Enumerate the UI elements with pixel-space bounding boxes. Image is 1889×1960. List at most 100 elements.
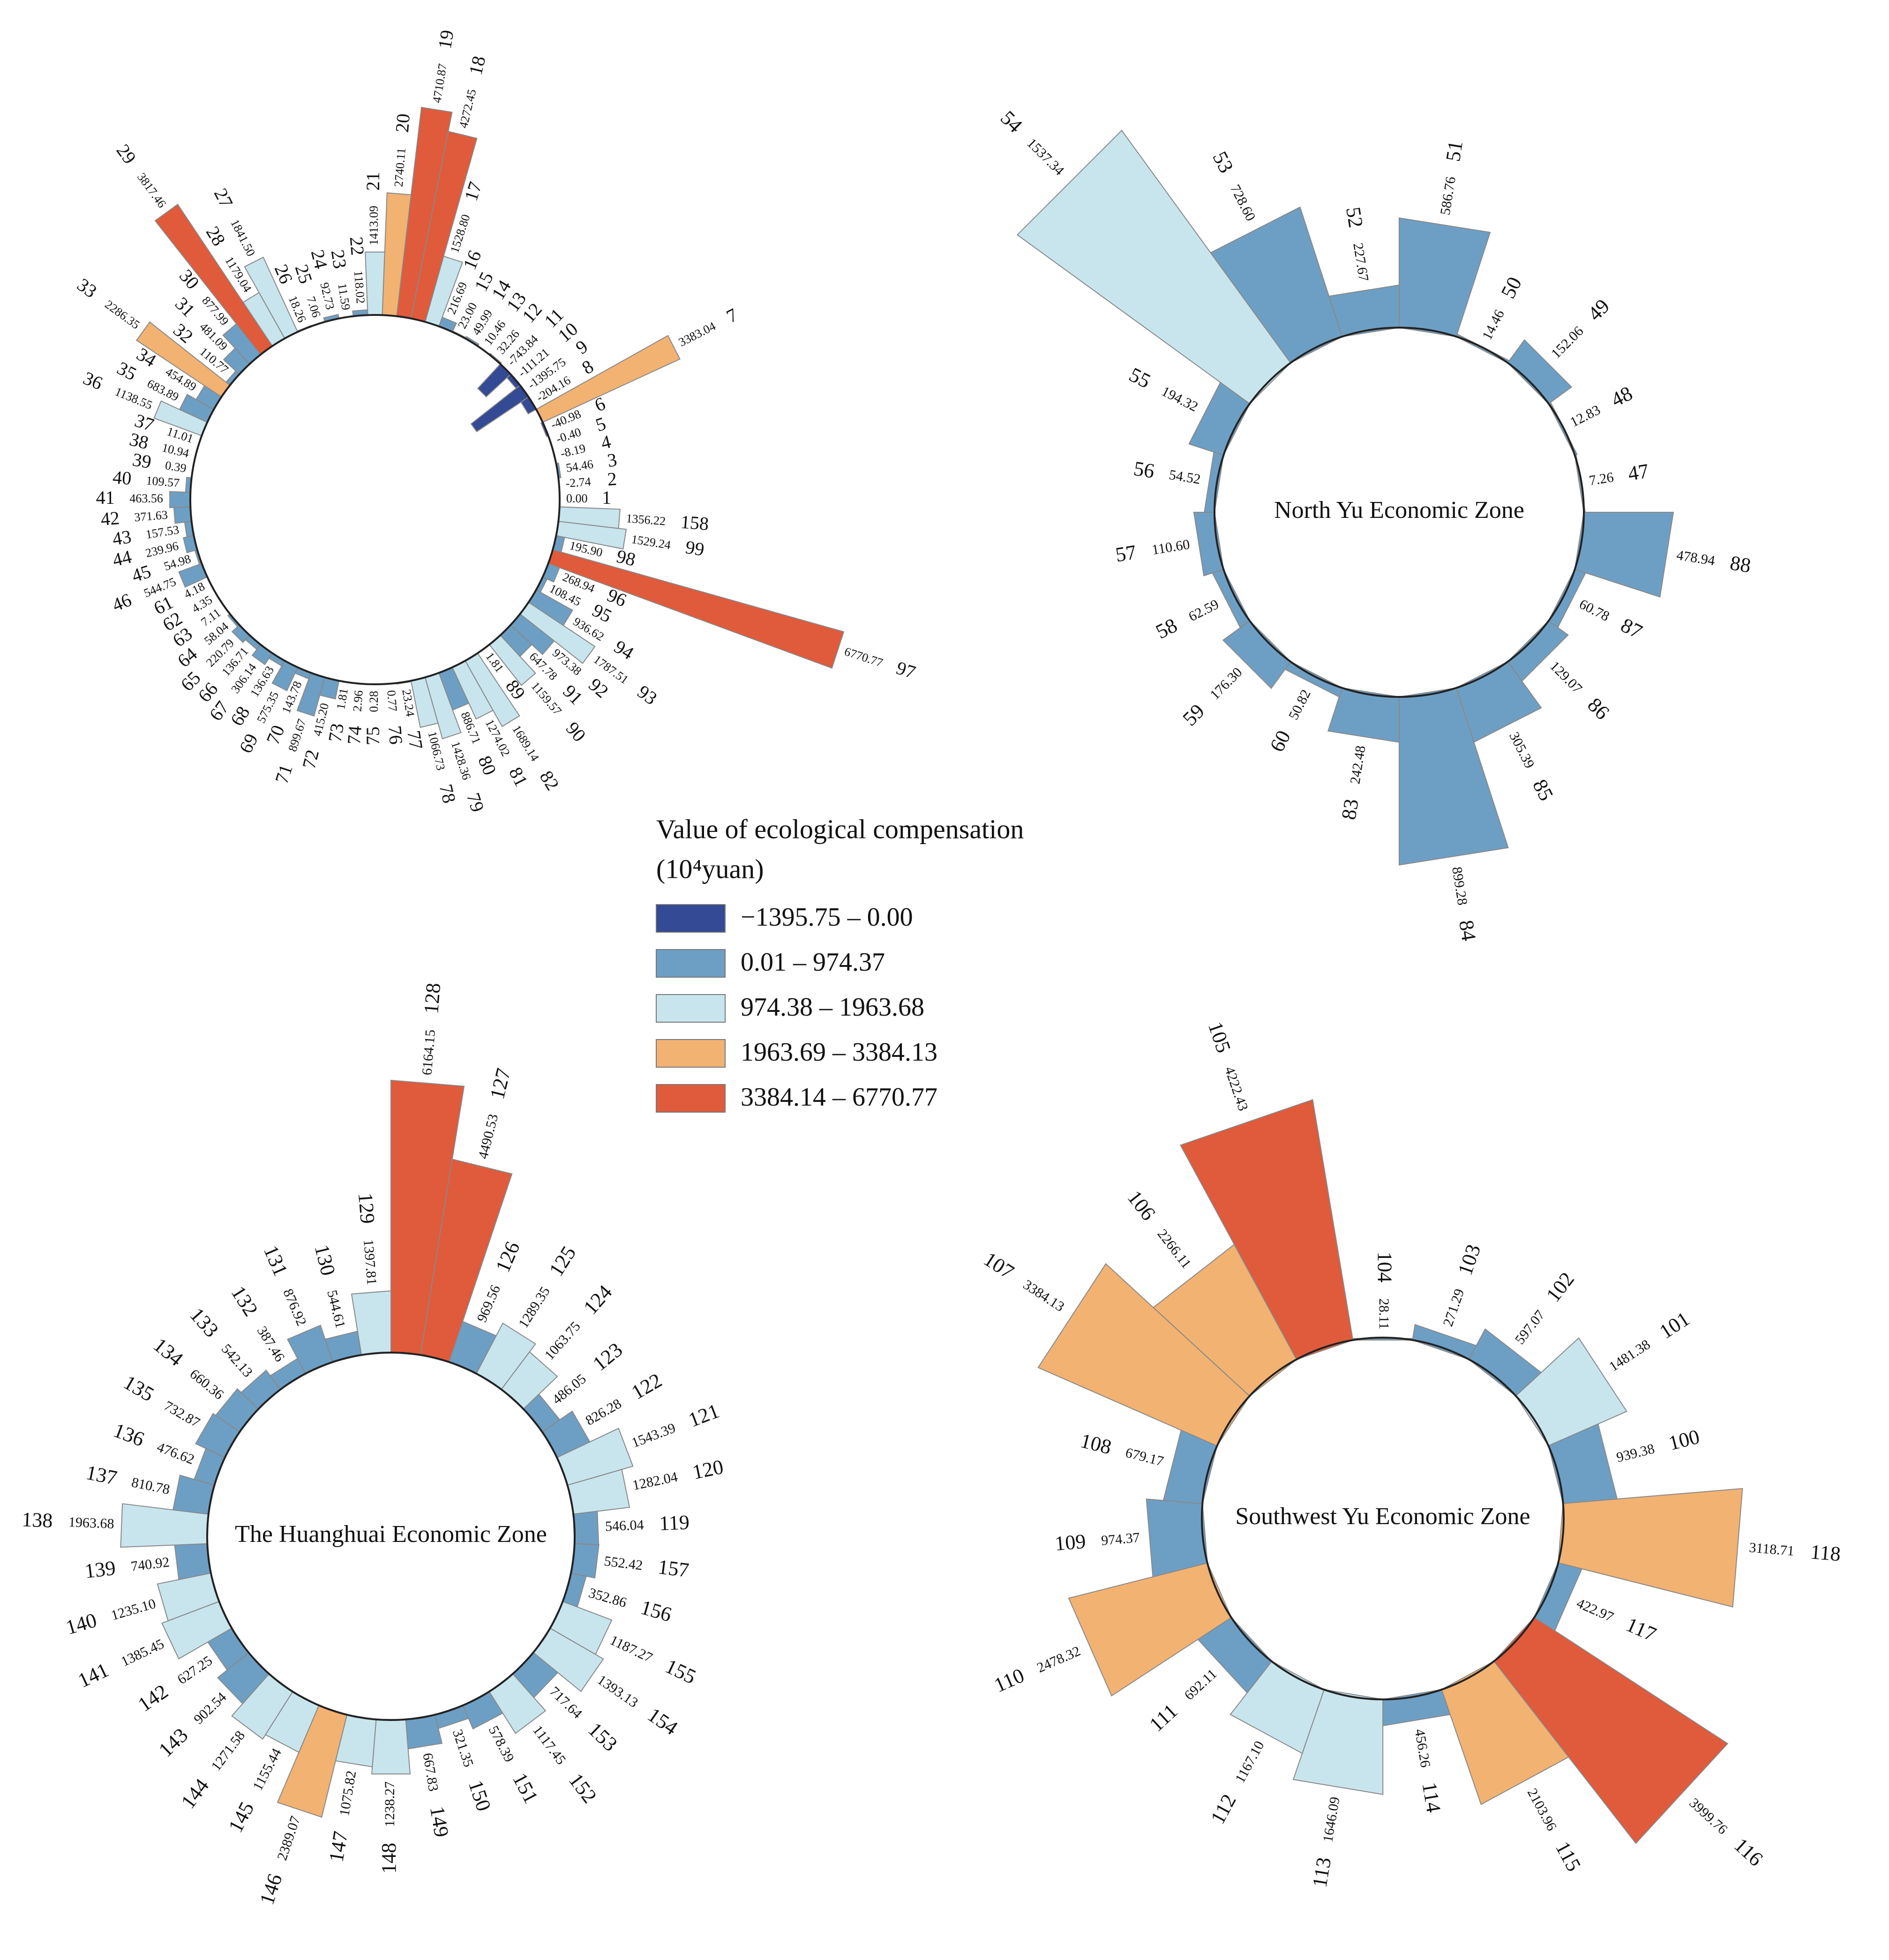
category-label: 132 <box>226 1282 262 1320</box>
category-label: 76 <box>384 725 407 745</box>
category-label: 143 <box>154 1723 193 1761</box>
value-label: 667.83 <box>420 1752 442 1793</box>
value-label: 1117.45 <box>530 1722 569 1767</box>
value-label: 242.48 <box>1347 744 1368 785</box>
value-label: 1235.10 <box>109 1596 157 1623</box>
value-label: 1537.34 <box>1024 135 1067 179</box>
value-label: 463.56 <box>129 492 163 505</box>
center-ring <box>1201 1337 1565 1700</box>
category-label: 7 <box>723 304 741 327</box>
category-label: 130 <box>310 1242 340 1278</box>
value-label: 305.39 <box>1506 729 1537 771</box>
category-label: 74 <box>343 725 366 745</box>
category-label: 138 <box>22 1508 53 1532</box>
value-label: 586.76 <box>1438 175 1459 216</box>
bar <box>1558 1488 1743 1608</box>
category-label: 99 <box>684 536 706 560</box>
bar <box>1507 339 1573 404</box>
zone-label: Southwest Yu Economic Zone <box>1235 1503 1530 1530</box>
value-label: 3999.76 <box>1687 1795 1731 1837</box>
category-label: 142 <box>134 1680 172 1716</box>
center-disc <box>1214 328 1584 697</box>
category-label: 157 <box>657 1555 690 1582</box>
value-label: 876.92 <box>280 1287 309 1328</box>
value-label: 152.06 <box>1548 323 1587 362</box>
category-label: 113 <box>1308 1855 1335 1889</box>
category-label: 94 <box>610 636 637 664</box>
category-label: 47 <box>1627 459 1650 485</box>
category-label: 129 <box>354 1192 379 1225</box>
bar <box>1193 512 1224 576</box>
value-label: 4490.53 <box>475 1113 501 1161</box>
value-label: 110.60 <box>1151 537 1191 558</box>
category-label: 91 <box>559 681 587 709</box>
category-label: 84 <box>1454 919 1480 943</box>
category-label: 50 <box>1496 273 1526 302</box>
value-label: 60.78 <box>1577 596 1612 624</box>
bar <box>1399 687 1509 866</box>
category-label: 46 <box>109 589 135 616</box>
value-label: 1413.09 <box>367 206 381 246</box>
category-label: 64 <box>173 643 202 671</box>
category-label: 117 <box>1623 1613 1660 1646</box>
category-label: 103 <box>1454 1242 1485 1278</box>
value-label: 732.87 <box>161 1398 202 1431</box>
category-label: 87 <box>1617 613 1646 643</box>
category-label: 40 <box>112 466 132 489</box>
value-label: 546.04 <box>605 1517 644 1534</box>
category-label: 108 <box>1078 1429 1114 1459</box>
category-label: 27 <box>210 185 237 211</box>
category-label: 140 <box>63 1608 99 1639</box>
value-label: 3383.04 <box>676 319 718 349</box>
legend-swatch <box>656 1039 726 1068</box>
bar <box>1222 620 1291 689</box>
category-label: 155 <box>662 1654 700 1689</box>
value-label: 1963.68 <box>68 1514 114 1532</box>
value-label: 14.46 <box>1479 307 1507 343</box>
category-label: 92 <box>585 674 613 702</box>
value-label: 109.57 <box>146 474 180 490</box>
bar <box>1146 1498 1208 1578</box>
category-label: 31 <box>171 293 199 321</box>
category-label: 119 <box>659 1511 690 1535</box>
value-label: 0.39 <box>164 458 187 475</box>
bar <box>365 251 385 316</box>
bar <box>1068 1562 1232 1697</box>
center-ring <box>1214 327 1585 698</box>
category-label: 88 <box>1729 551 1753 577</box>
category-label: 18 <box>465 54 489 77</box>
value-label: 4272.45 <box>457 88 479 129</box>
category-label: 48 <box>1607 382 1636 411</box>
legend-unit: (10⁴yuan) <box>656 853 764 884</box>
category-label: 52 <box>1342 205 1367 229</box>
value-label: 899.28 <box>1449 866 1470 906</box>
bar <box>1037 1263 1251 1447</box>
value-label: 422.97 <box>1574 1595 1616 1625</box>
bar <box>1179 1099 1354 1360</box>
value-label: 826.28 <box>583 1396 624 1429</box>
category-label: 16 <box>459 247 486 272</box>
value-label: 2286.35 <box>102 298 142 332</box>
value-label: 1385.45 <box>119 1636 166 1670</box>
category-label: 141 <box>75 1658 112 1692</box>
category-label: 148 <box>377 1843 400 1874</box>
value-label: 3118.71 <box>1748 1540 1795 1559</box>
legend-swatch <box>656 994 726 1023</box>
category-label: 124 <box>579 1280 616 1319</box>
bar <box>1328 284 1400 337</box>
category-label: 100 <box>1666 1425 1702 1455</box>
category-label: 53 <box>1208 148 1238 176</box>
value-label: 542.13 <box>218 1341 255 1380</box>
value-label: 1063.75 <box>541 1318 583 1363</box>
category-label: 1 <box>602 487 611 508</box>
value-label: 660.36 <box>187 1366 227 1403</box>
category-label: 109 <box>1054 1530 1087 1555</box>
legend-swatch <box>656 904 726 933</box>
category-label: 110 <box>991 1664 1028 1697</box>
category-label: 112 <box>1206 1790 1241 1828</box>
category-label: 71 <box>271 762 297 786</box>
value-label: 6770.77 <box>843 644 885 670</box>
value-label: 2389.07 <box>274 1814 303 1863</box>
value-label: 271.29 <box>1440 1287 1467 1329</box>
center-ring <box>206 1352 576 1721</box>
